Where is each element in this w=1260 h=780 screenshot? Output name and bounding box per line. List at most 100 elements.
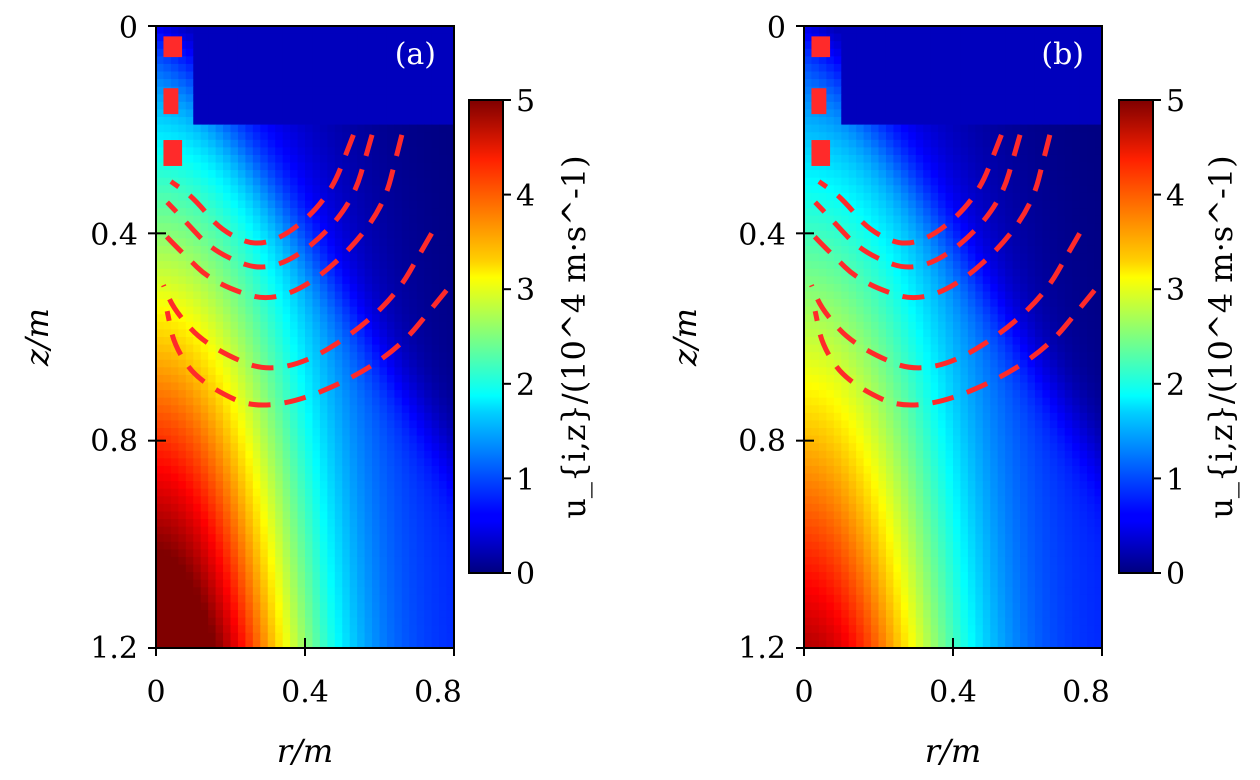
heatmap-cell [312, 640, 321, 649]
heatmap-cell [394, 26, 403, 35]
heatmap-cell [804, 33, 813, 42]
heatmap-cell [900, 268, 909, 277]
heatmap-cell [178, 579, 187, 588]
heatmap-cell [275, 496, 284, 505]
heatmap-cell [1064, 223, 1073, 232]
heatmap-cell [401, 412, 410, 422]
heatmap-cell [439, 79, 448, 88]
heatmap-cell [275, 56, 284, 65]
heatmap-cell [386, 86, 395, 95]
heatmap-cell [893, 109, 902, 118]
heatmap-cell [945, 238, 954, 247]
heatmap-cell [334, 587, 343, 596]
heatmap-cell [409, 41, 418, 50]
heatmap-cell [938, 291, 947, 300]
heatmap-cell [267, 587, 276, 596]
heatmap-cell [990, 276, 999, 285]
heatmap-cell [327, 640, 336, 649]
heatmap-cell [833, 56, 842, 65]
heatmap-cell [237, 602, 246, 611]
heatmap-cell [1012, 109, 1021, 118]
heatmap-cell [215, 412, 224, 422]
heatmap-cell [446, 473, 455, 482]
heatmap-cell [349, 71, 358, 80]
heatmap-cell [863, 139, 872, 148]
heatmap-cell [893, 276, 902, 285]
heatmap-cell [439, 405, 448, 414]
heatmap-cell [416, 306, 425, 315]
heatmap-cell [1012, 79, 1021, 88]
heatmap-cell [327, 192, 336, 202]
heatmap-cell [856, 177, 865, 186]
heatmap-cell [163, 299, 172, 308]
heatmap-cell [223, 359, 232, 368]
heatmap-cell [297, 245, 306, 255]
heatmap-cell [386, 481, 395, 490]
heatmap-cell [379, 291, 388, 300]
heatmap-cell [223, 215, 232, 224]
heatmap-cell [319, 428, 328, 437]
heatmap-cell [1094, 147, 1103, 156]
heatmap-cell [848, 208, 857, 217]
heatmap-cell [275, 481, 284, 490]
heatmap-cell [416, 465, 425, 475]
heatmap-cell [319, 33, 328, 42]
heatmap-cell [230, 162, 239, 171]
heatmap-cell [208, 306, 217, 315]
heatmap-cell [409, 610, 418, 619]
heatmap-cell [297, 208, 306, 217]
cbtick-a-1: 1 [516, 463, 535, 498]
heatmap-cell [170, 63, 179, 73]
heatmap-cell [960, 79, 969, 88]
heatmap-cell [804, 329, 813, 338]
heatmap-cell [275, 572, 284, 581]
heatmap-cell [185, 632, 194, 642]
heatmap-cell [223, 200, 232, 209]
heatmap-cell [990, 268, 999, 277]
heatmap-cell [416, 473, 425, 482]
heatmap-cell [208, 405, 217, 414]
heatmap-cell [372, 33, 381, 42]
heatmap-cell [401, 526, 410, 535]
heatmap-cell [163, 579, 172, 588]
heatmap-cell [885, 117, 894, 126]
heatmap-cell [833, 139, 842, 148]
heatmap-cell [446, 420, 455, 429]
heatmap-cell [1049, 109, 1058, 118]
heatmap-cell [401, 101, 410, 111]
heatmap-cell [953, 299, 962, 308]
heatmap-cell [833, 109, 842, 118]
heatmap-cell [446, 177, 455, 186]
heatmap-cell [252, 245, 261, 255]
heatmap-cell [424, 71, 433, 80]
heatmap-cell [439, 488, 448, 497]
heatmap-cell [223, 101, 232, 111]
heatmap-cell [416, 488, 425, 497]
heatmap-cell [848, 314, 857, 323]
heatmap-cell [156, 117, 165, 126]
heatmap-cell [1057, 109, 1066, 118]
heatmap-cell [1094, 79, 1103, 88]
heatmap-cell [282, 549, 291, 558]
heatmap-cell [208, 94, 217, 103]
heatmap-cell [386, 132, 395, 141]
heatmap-cell [394, 352, 403, 361]
heatmap-cell [930, 170, 939, 179]
heatmap-cell [848, 94, 857, 103]
heatmap-cell [357, 132, 366, 141]
heatmap-cell [893, 299, 902, 308]
heatmap-cell [856, 215, 865, 224]
heatmap-cell [334, 132, 343, 141]
heatmap-cell [208, 200, 217, 209]
heatmap-cell [424, 170, 433, 179]
heatmap-cell [923, 86, 932, 95]
heatmap-cell [327, 435, 336, 444]
heatmap-cell [379, 215, 388, 224]
heatmap-cell [446, 564, 455, 573]
heatmap-cell [305, 48, 314, 57]
heatmap-cell [312, 511, 321, 520]
heatmap-cell [841, 238, 850, 247]
heatmap-cell [915, 154, 924, 164]
heatmap-cell [156, 63, 165, 73]
heatmap-cell [841, 192, 850, 202]
